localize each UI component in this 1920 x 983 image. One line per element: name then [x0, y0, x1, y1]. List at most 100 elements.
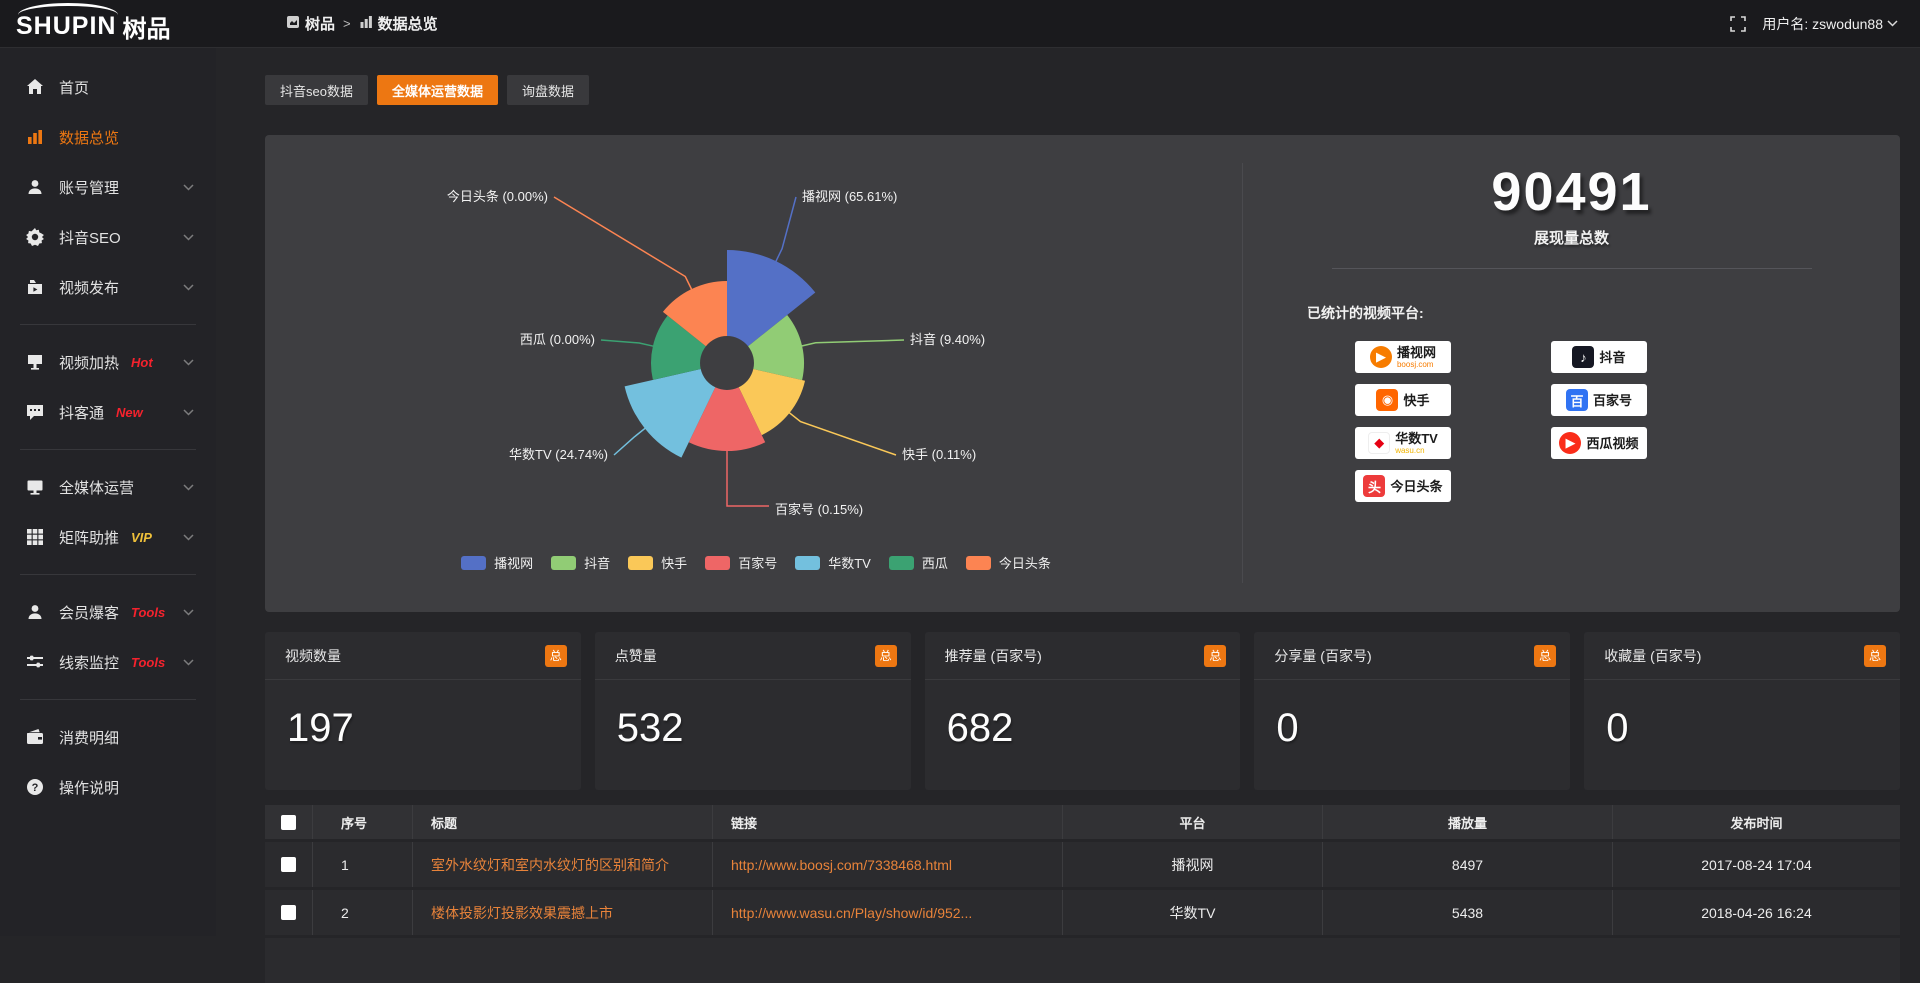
legend-label: 今日头条: [998, 556, 1051, 571]
platform-badge-xigua: ▶ 西瓜视频: [1551, 427, 1647, 459]
platform-name: 西瓜视频: [1586, 435, 1639, 451]
sidebar-item-spend-details[interactable]: 消费明细: [0, 712, 216, 762]
pie-label-6: 今日头条 (0.00%): [447, 189, 548, 204]
user-menu[interactable]: 用户名: zswodun88: [1762, 14, 1898, 34]
sidebar-item-video-publish[interactable]: 视频发布: [0, 262, 216, 312]
legend-item-4[interactable]: 华数TV: [795, 553, 871, 572]
platform-badge-toutiao: 头今日头条: [1355, 470, 1451, 502]
platform-name: 今日头条: [1390, 478, 1443, 494]
video-title-link[interactable]: 楼体投影灯投影效果震撼上市: [431, 904, 613, 921]
sidebar-item-member-baoke[interactable]: 会员爆客 Tools: [0, 587, 216, 637]
stat-card-3: 分享量 (百家号) 总 0: [1254, 632, 1571, 790]
pie-leader-line-6: [553, 196, 693, 291]
stat-card-header: 分享量 (百家号) 总: [1254, 632, 1571, 680]
pie-slice-0[interactable]: [727, 250, 816, 347]
sidebar-item-douketong[interactable]: 抖客通 New: [0, 387, 216, 437]
pie-slice-2[interactable]: [738, 369, 805, 436]
tab-inquiry-data[interactable]: 询盘数据: [506, 75, 589, 105]
pie-slice-3[interactable]: [688, 387, 766, 452]
legend-swatch: [888, 555, 914, 570]
sidebar-item-label: 视频发布: [59, 279, 120, 297]
sidebar-item-account-manage[interactable]: 账号管理: [0, 162, 216, 212]
pie-slice-6[interactable]: [662, 281, 727, 347]
legend-item-1[interactable]: 抖音: [551, 553, 610, 572]
video-url-link[interactable]: http://www.wasu.cn/Play/show/id/952...: [731, 904, 973, 921]
pie-label-5: 西瓜 (0.00%): [520, 332, 595, 347]
sidebar-item-video-heat[interactable]: 视频加热 Hot: [0, 337, 216, 387]
col-header-index: 序号: [313, 805, 413, 839]
tab-douyin-seo-data[interactable]: 抖音seo数据: [265, 75, 368, 105]
chevron-down-icon: [183, 533, 194, 541]
breadcrumb-separator: >: [343, 16, 351, 31]
stat-card-header: 视频数量 总: [265, 632, 581, 680]
platform-name: 快手: [1403, 392, 1430, 408]
platforms-grid: ▶ 播视网 boosj.com ◉ 快手 ◆ 华数TV wasu.cn 头今日头条 ♪ 抖音百百家号…: [1355, 341, 1900, 502]
legend-swatch: [628, 555, 654, 570]
sidebar-item-douyin-seo[interactable]: 抖音SEO: [0, 212, 216, 262]
platform-name: 百家号: [1592, 392, 1632, 408]
sidebar-item-data-overview[interactable]: 数据总览: [0, 112, 216, 162]
sidebar-item-tag: Tools: [131, 654, 166, 670]
legend-swatch: [551, 555, 577, 570]
chevron-down-icon: [183, 483, 194, 491]
sidebar-item-leads-monitor[interactable]: 线索监控 Tools: [0, 637, 216, 687]
video-title-link[interactable]: 室外水纹灯和室内水纹灯的区别和简介: [431, 856, 669, 873]
sidebar-item-label: 账号管理: [59, 179, 120, 197]
sidebar: 首页 数据总览 账号管理 抖音SEO 视频发布 视频加热 Hot 抖客通 New 全媒体运营 矩阵助…: [0, 48, 216, 936]
legend-swatch: [705, 555, 731, 570]
total-badge: 总: [874, 644, 897, 667]
app-logo[interactable]: SHUPIN 树品: [0, 0, 216, 48]
legend-item-5[interactable]: 西瓜: [888, 553, 948, 572]
cell-index: 2: [313, 890, 413, 935]
fullscreen-icon[interactable]: [1730, 15, 1747, 32]
cell-index: 1: [313, 842, 413, 887]
platform-badge-kuaishou: ◉ 快手: [1355, 384, 1451, 416]
legend-swatch: [795, 555, 821, 570]
pie-slice-5[interactable]: [650, 315, 706, 380]
pie-slice-1[interactable]: [748, 315, 805, 381]
row-checkbox[interactable]: [281, 905, 296, 920]
monitor-icon: [26, 478, 44, 496]
video-url-link[interactable]: http://www.boosj.com/7338468.html: [731, 856, 953, 873]
breadcrumb-item-1[interactable]: 数据总览: [359, 13, 438, 34]
chevron-down-icon: [183, 358, 194, 366]
stat-card-label: 点赞量: [614, 647, 657, 664]
sidebar-item-label: 会员爆客: [59, 604, 120, 622]
breadcrumb-item-0[interactable]: 树品: [286, 13, 335, 34]
legend-item-2[interactable]: 快手: [628, 553, 687, 572]
sidebar-item-media-ops[interactable]: 全媒体运营: [0, 462, 216, 512]
table-row-partial: [265, 938, 1900, 983]
sidebar-item-matrix-boost[interactable]: 矩阵助推 VIP: [0, 512, 216, 562]
bars-icon: [26, 128, 44, 146]
row-checkbox[interactable]: [281, 857, 296, 872]
impressions-label: 展现量总数: [1533, 230, 1609, 247]
table-header-row: 序号 标题 链接 平台 播放量 发布时间: [265, 805, 1900, 839]
platform-name: 华数TV: [1395, 430, 1438, 446]
rose-chart-svg: 播视网 (65.61%) 抖音 (9.40%) 快手 (0.11%) 百家号 (0.1…: [447, 189, 985, 517]
panel-divider: [1242, 163, 1243, 583]
summary-divider: [1331, 268, 1812, 269]
sidebar-item-home[interactable]: 首页: [0, 62, 216, 112]
pie-slice-4[interactable]: [624, 369, 716, 458]
sidebar-item-label: 首页: [59, 79, 90, 97]
legend-item-0[interactable]: 播视网: [461, 553, 533, 572]
sidebar-item-label: 矩阵助推: [59, 529, 120, 547]
pie-leader-line-0: [774, 196, 797, 263]
breadcrumb-label: 树品: [305, 16, 336, 33]
sidebar-divider: [20, 699, 196, 700]
tab-media-ops-data[interactable]: 全媒体运营数据: [376, 75, 498, 105]
videos-table: 序号 标题 链接 平台 播放量 发布时间 1 室外水纹灯和室内水纹灯的区别和简介 http://…: [265, 805, 1900, 983]
sidebar-item-label: 操作说明: [59, 779, 120, 797]
legend-label: 百家号: [738, 556, 778, 571]
total-badge: 总: [1863, 644, 1886, 667]
platform-badge-baijiahao: 百百家号: [1551, 384, 1647, 416]
sidebar-item-instructions[interactable]: ? 操作说明: [0, 762, 216, 812]
select-all-checkbox[interactable]: [281, 814, 296, 830]
legend-item-3[interactable]: 百家号: [705, 553, 777, 572]
sidebar-item-tag: Hot: [131, 354, 153, 370]
legend-item-6[interactable]: 今日头条: [965, 553, 1051, 572]
sidebar-item-tag: Tools: [131, 604, 166, 620]
cell-platform: 华数TV: [1063, 890, 1323, 935]
stat-card-value: 0: [1606, 706, 1629, 750]
sidebar-item-tag: New: [116, 404, 143, 420]
